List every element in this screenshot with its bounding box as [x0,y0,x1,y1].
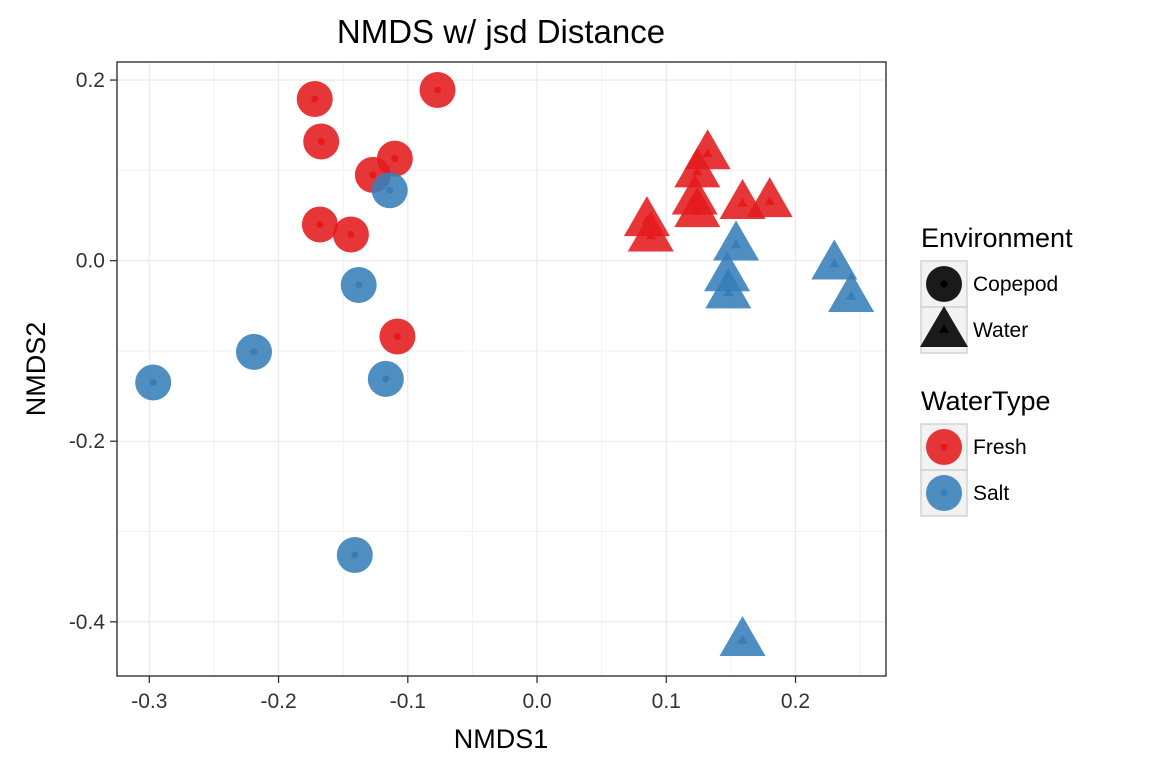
y-tick-label: -0.2 [69,430,105,453]
copepod-point [135,364,172,401]
legend-title: WaterType [921,386,1051,416]
point-center-dot [434,86,442,94]
point-center-dot [731,239,742,249]
copepod-point [379,318,416,355]
y-axis: -0.4 -0.2 0.0 0.2 [69,69,117,634]
copepod-point [301,206,338,243]
legend-center-dot [939,324,949,333]
plot-panel [116,61,887,677]
copepod-point [332,216,369,253]
y-tick-label: 0.2 [76,69,105,92]
y-tick-label: 0.0 [76,250,105,273]
point-center-dot [355,281,363,289]
copepod-point [340,267,377,304]
water-point [705,268,752,309]
water-point [627,211,674,252]
legend-label: Fresh [973,436,1027,459]
point-center-dot [391,155,399,163]
legend-label: Copepod [973,273,1058,296]
point-center-dot [347,230,355,238]
x-tick-label: -0.2 [260,690,296,713]
copepod-point [235,333,272,370]
copepod-point [419,71,456,108]
x-axis: -0.3 -0.2 -0.1 0.0 0.1 0.2 [131,676,810,713]
y-tick-label: -0.4 [69,611,106,634]
x-tick-label: 0.2 [781,690,810,713]
point-center-dot [311,95,319,103]
water-point [674,187,721,228]
point-center-dot [846,290,857,300]
legend-center-dot [940,489,948,497]
legend-label: Salt [973,482,1009,505]
point-center-dot [723,287,734,297]
legend-item: Fresh [920,423,1027,471]
water-point [713,220,760,261]
x-tick-label: 0.0 [522,690,551,713]
legend-item: Water [920,306,1028,354]
point-center-dot [316,221,324,229]
x-tick-label: -0.1 [390,690,426,713]
legend-label: Water [973,319,1028,342]
point-center-dot [645,230,656,240]
point-center-dot [764,195,775,205]
legend: Environment Copepod Water WaterType Fresh Sal… [920,223,1073,517]
point-center-dot [382,375,390,383]
point-center-dot [369,171,377,179]
copepod-point [296,81,333,118]
water-point [719,615,766,656]
point-center-dot [250,348,258,356]
point-center-dot [692,205,703,215]
legend-item: Salt [920,469,1009,517]
legend-title: Environment [921,223,1073,253]
point-center-dot [737,197,748,207]
point-center-dot [386,186,394,194]
copepod-point [303,123,340,160]
point-center-dot [829,258,840,268]
legend-center-dot [940,280,948,288]
water-point [811,239,858,280]
point-center-dot [393,332,401,340]
x-tick-label: 0.1 [652,690,681,713]
y-axis-title: NMDS2 [21,322,51,417]
chart-title: NMDS w/ jsd Distance [337,13,665,50]
copepod-point [367,360,404,397]
point-center-dot [351,551,359,559]
water-point [746,177,793,218]
point-center-dot [317,137,325,145]
water-point [674,147,721,188]
x-tick-label: -0.3 [131,690,167,713]
point-center-dot [737,634,748,644]
x-axis-title: NMDS1 [454,724,549,754]
data-points [135,71,875,656]
point-center-dot [702,148,713,158]
legend-item: Copepod [920,260,1058,308]
water-point [828,271,875,312]
point-center-dot [692,166,703,176]
copepod-point [371,172,408,209]
legend-center-dot [940,443,948,451]
copepod-point [336,537,373,574]
point-center-dot [149,379,157,387]
